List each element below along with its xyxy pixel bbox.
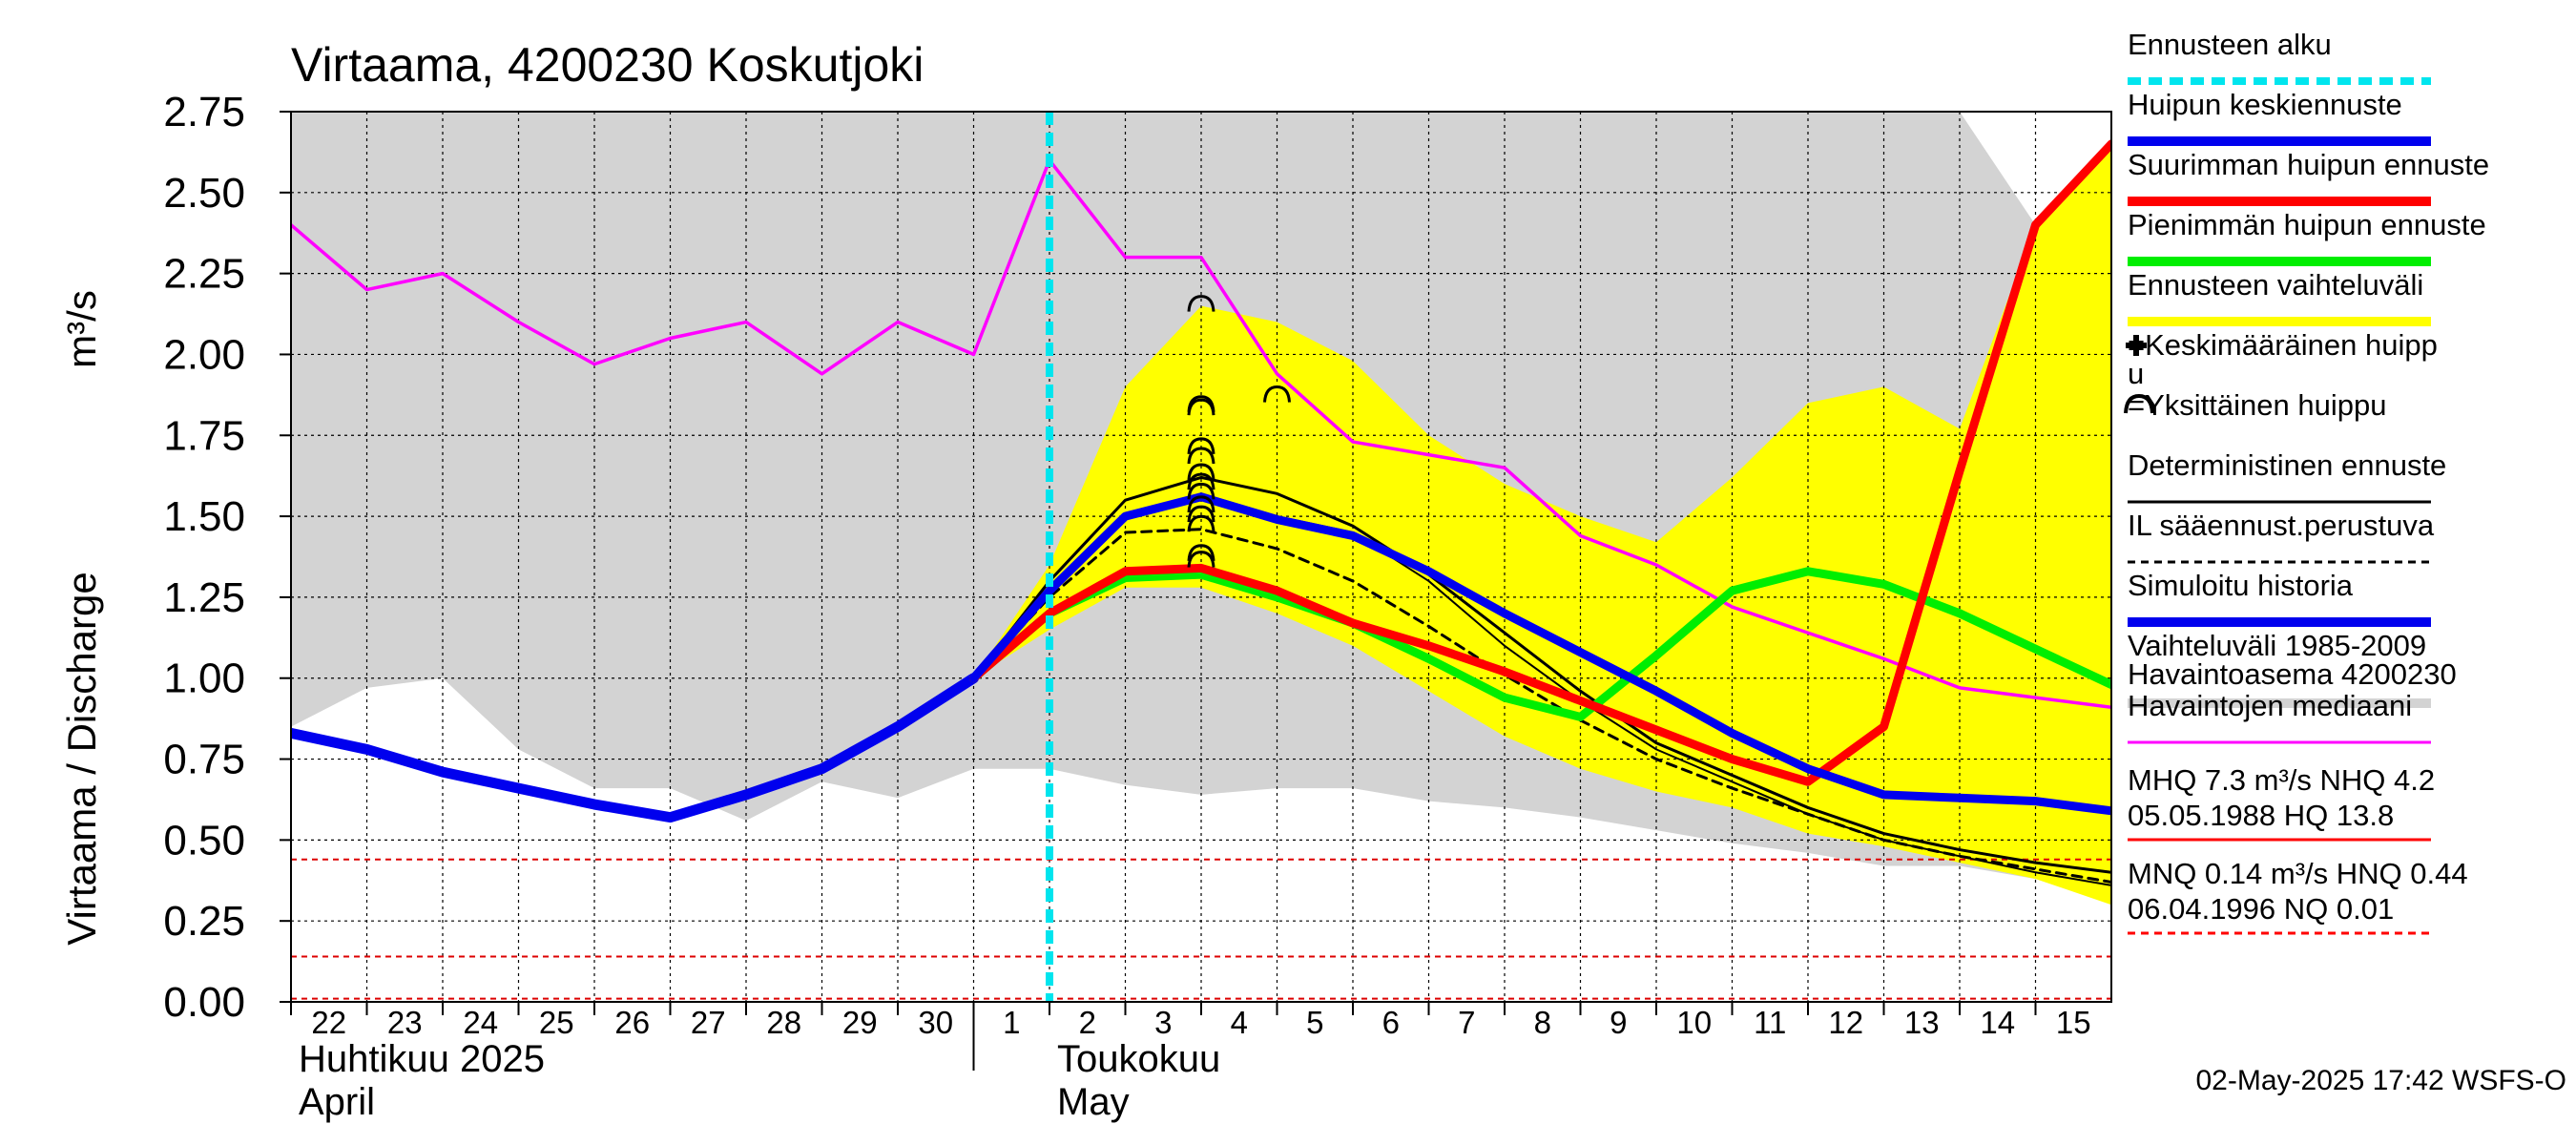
- individual-peak-marker: [1187, 514, 1215, 532]
- series-il-s-ennust-perustuva: [972, 528, 2111, 884]
- legend-label-cont: u: [2128, 357, 2144, 390]
- x-tick-label: 5: [1306, 1005, 1323, 1040]
- x-tick-label: 3: [1154, 1005, 1172, 1040]
- x-tick-label: 26: [614, 1005, 650, 1040]
- x-tick-label: 6: [1382, 1005, 1400, 1040]
- month-label: Huhtikuu 2025: [299, 1038, 545, 1080]
- y-axis-label: Virtaama / Discharge: [59, 572, 104, 945]
- y-tick-label: 2.25: [163, 251, 245, 298]
- month-label: Toukokuu: [1057, 1038, 1220, 1080]
- individual-peak-marker: [1187, 505, 1215, 523]
- legend-plus-icon: [2126, 335, 2147, 356]
- y-tick-label: 2.00: [163, 331, 245, 378]
- stats-line: MHQ 7.3 m³/s NHQ 4.2: [2128, 763, 2435, 797]
- plot-area: [290, 111, 2112, 1003]
- y-tick-label: 2.50: [163, 170, 245, 217]
- individual-peak-marker: [1187, 447, 1215, 465]
- x-tick-label: 30: [918, 1005, 953, 1040]
- legend-label: Suurimman huipun ennuste: [2128, 148, 2489, 181]
- individual-peak-marker: [1187, 544, 1215, 561]
- stats-line: MNQ 0.14 m³/s HNQ 0.44: [2128, 857, 2468, 890]
- series-huipun-keskiennuste: [969, 492, 2111, 816]
- x-tick-label: 14: [1980, 1005, 2015, 1040]
- x-tick-label: 7: [1458, 1005, 1475, 1040]
- legend-label-cont: Havaintoasema 4200230: [2128, 657, 2457, 691]
- individual-peak-marker: [1187, 482, 1215, 500]
- legend-label: Huipun keskiennuste: [2128, 88, 2402, 121]
- legend-label: Ennusteen vaihteluväli: [2128, 268, 2423, 302]
- x-tick-label: 28: [766, 1005, 801, 1040]
- legend-label: IL sääennust.perustuva: [2128, 509, 2435, 542]
- month-label-english: May: [1057, 1081, 1130, 1123]
- footer-timestamp: 02-May-2025 17:42 WSFS-O: [2196, 1065, 2567, 1096]
- individual-peak-marker: [1187, 495, 1215, 513]
- y-tick-label: 1.50: [163, 493, 245, 540]
- individual-peak-marker: [1187, 463, 1215, 481]
- month-label-english: April: [299, 1081, 375, 1123]
- y-tick-label: 2.75: [163, 89, 245, 135]
- x-tick-label: 25: [539, 1005, 574, 1040]
- stats-line: 05.05.1988 HQ 13.8: [2128, 799, 2394, 832]
- individual-peak-marker: [1187, 551, 1215, 568]
- x-tick-label: 15: [2056, 1005, 2091, 1040]
- x-tick-label: 1: [1003, 1005, 1020, 1040]
- stats-line: 06.04.1996 NQ 0.01: [2128, 892, 2394, 926]
- x-tick-label: 11: [1754, 1005, 1786, 1040]
- x-tick-label: 10: [1676, 1005, 1712, 1040]
- x-tick-label: 9: [1610, 1005, 1627, 1040]
- legend-label: =Yksittäinen huippu: [2128, 388, 2386, 422]
- y-tick-label: 0.50: [163, 817, 245, 864]
- series-suurimman-huipun-ennuste: [969, 139, 2111, 786]
- y-axis-unit: m³/s: [59, 290, 104, 368]
- y-tick-label: 0.00: [163, 979, 245, 1026]
- forecast-range-band: [973, 143, 2111, 906]
- individual-peak-marker: [1187, 295, 1215, 312]
- x-tick-label: 24: [463, 1005, 498, 1040]
- legend-label: Havaintojen mediaani: [2128, 689, 2412, 722]
- x-tick-label: 23: [387, 1005, 423, 1040]
- x-tick-label: 12: [1828, 1005, 1863, 1040]
- y-tick-label: 1.00: [163, 656, 245, 702]
- y-tick-label: 0.25: [163, 898, 245, 945]
- legend-label: Ennusteen alku: [2128, 28, 2332, 61]
- legend-label: =Keskimääräinen huipp: [2128, 328, 2438, 362]
- x-tick-label: 29: [842, 1005, 878, 1040]
- individual-peak-marker: [1187, 398, 1215, 416]
- chart-title: Virtaama, 4200230 Koskutjoki: [291, 38, 924, 92]
- x-tick-label: 4: [1231, 1005, 1248, 1040]
- x-tick-label: 22: [311, 1005, 346, 1040]
- y-tick-label: 1.75: [163, 412, 245, 459]
- legend-label: Pienimmän huipun ennuste: [2128, 208, 2486, 241]
- y-tick-label: 1.25: [163, 574, 245, 621]
- x-tick-label: 13: [1904, 1005, 1940, 1040]
- legend-arc-icon: [2124, 393, 2154, 414]
- legend-label: Simuloitu historia: [2128, 569, 2354, 602]
- y-tick-label: 0.75: [163, 737, 245, 783]
- x-tick-label: 2: [1079, 1005, 1096, 1040]
- series-havaintojen-mediaani: [291, 158, 2111, 710]
- individual-peak-marker: [1187, 472, 1215, 490]
- x-tick-label: 8: [1534, 1005, 1551, 1040]
- series-simuloitu-historia: [291, 673, 979, 823]
- series-deterministinen-ennuste: [972, 475, 2111, 874]
- individual-peak-marker: [1263, 385, 1291, 403]
- x-tick-label: 27: [691, 1005, 726, 1040]
- legend-label: Deterministinen ennuste: [2128, 448, 2446, 482]
- individual-peak-marker: [1187, 437, 1215, 454]
- legend-label: Vaihteluväli 1985-2009: [2128, 629, 2426, 662]
